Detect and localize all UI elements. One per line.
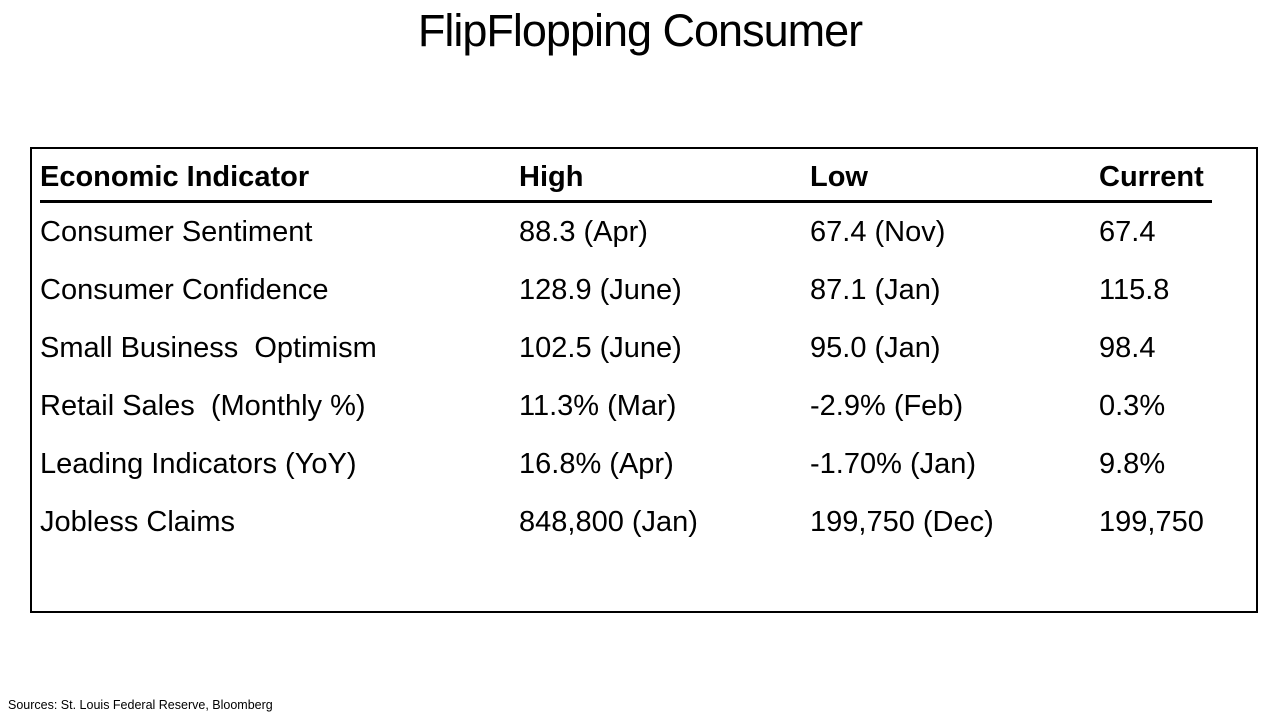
cell-high: 848,800 (Jan) — [519, 506, 698, 538]
cell-low: -1.70% (Jan) — [810, 448, 977, 480]
cell-indicator: Consumer Sentiment — [40, 216, 313, 248]
table-row: Jobless Claims 848,800 (Jan) 199,750 (De… — [32, 493, 1256, 551]
cell-indicator: Consumer Confidence — [40, 274, 329, 306]
cell-high: 102.5 (June) — [519, 332, 682, 364]
cell-current: 199,750 — [1099, 506, 1204, 538]
cell-high: 128.9 (June) — [519, 274, 682, 306]
cell-current: 9.8% — [1099, 448, 1166, 480]
table-row: Leading Indicators (YoY) 16.8% (Apr) -1.… — [32, 435, 1256, 493]
table-row: Consumer Confidence 128.9 (June) 87.1 (J… — [32, 261, 1256, 319]
header-high: High — [519, 161, 584, 193]
cell-current: 98.4 — [1099, 332, 1156, 364]
cell-low: -2.9% (Feb) — [810, 390, 964, 422]
indicator-table: Economic Indicator High Low Current Cons… — [30, 147, 1258, 613]
table-row: Retail Sales (Monthly %) 11.3% (Mar) -2.… — [32, 377, 1256, 435]
cell-low: 67.4 (Nov) — [810, 216, 946, 248]
cell-high: 88.3 (Apr) — [519, 216, 648, 248]
header-low: Low — [810, 161, 868, 193]
cell-current: 67.4 — [1099, 216, 1156, 248]
cell-indicator: Retail Sales (Monthly %) — [40, 390, 366, 422]
header-current: Current — [1099, 161, 1204, 193]
page-title: FlipFlopping Consumer — [417, 5, 863, 56]
header-economic-indicator: Economic Indicator — [40, 161, 310, 193]
sources-text: Sources: St. Louis Federal Reserve, Bloo… — [8, 698, 273, 712]
cell-indicator: Jobless Claims — [40, 506, 235, 538]
table-row: Small Business Optimism 102.5 (June) 95.… — [32, 319, 1256, 377]
cell-indicator: Leading Indicators (YoY) — [40, 448, 357, 480]
cell-low: 87.1 (Jan) — [810, 274, 941, 306]
cell-current: 115.8 — [1099, 274, 1170, 306]
cell-high: 11.3% (Mar) — [519, 390, 677, 422]
cell-low: 199,750 (Dec) — [810, 506, 994, 538]
table-header-row: Economic Indicator High Low Current — [40, 159, 1212, 203]
cell-low: 95.0 (Jan) — [810, 332, 941, 364]
cell-indicator: Small Business Optimism — [40, 332, 377, 364]
cell-current: 0.3% — [1099, 390, 1166, 422]
cell-high: 16.8% (Apr) — [519, 448, 674, 480]
table-row: Consumer Sentiment 88.3 (Apr) 67.4 (Nov)… — [32, 203, 1256, 261]
